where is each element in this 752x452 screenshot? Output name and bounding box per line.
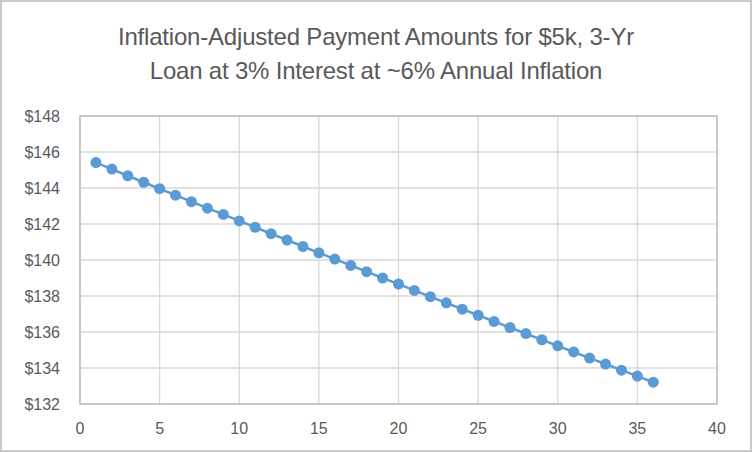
data-point-marker bbox=[489, 316, 500, 327]
data-point-marker bbox=[632, 371, 643, 382]
data-point-marker bbox=[552, 340, 563, 351]
data-point-marker bbox=[154, 183, 165, 194]
data-point-marker bbox=[250, 222, 261, 233]
x-axis-tick-label: 15 bbox=[310, 420, 328, 437]
data-point-marker bbox=[584, 353, 595, 364]
y-axis-tick-label: $144 bbox=[24, 180, 60, 197]
x-axis-tick-label: 20 bbox=[390, 420, 408, 437]
x-axis-tick-label: 30 bbox=[549, 420, 567, 437]
data-point-marker bbox=[186, 196, 197, 207]
x-axis-tick-label: 5 bbox=[155, 420, 164, 437]
y-axis-tick-label: $132 bbox=[24, 396, 60, 413]
data-point-marker bbox=[441, 297, 452, 308]
data-point-marker bbox=[409, 285, 420, 296]
data-point-marker bbox=[504, 322, 515, 333]
data-point-marker bbox=[138, 177, 149, 188]
x-axis-tick-label: 0 bbox=[76, 420, 85, 437]
data-point-marker bbox=[536, 334, 547, 345]
data-point-marker bbox=[106, 164, 117, 175]
data-point-marker bbox=[425, 291, 436, 302]
y-axis-tick-label: $134 bbox=[24, 360, 60, 377]
data-point-marker bbox=[520, 328, 531, 339]
data-point-marker bbox=[568, 346, 579, 357]
data-point-marker bbox=[616, 365, 627, 376]
data-point-marker bbox=[329, 254, 340, 265]
data-point-marker bbox=[297, 241, 308, 252]
data-point-marker bbox=[313, 247, 324, 258]
data-point-marker bbox=[218, 209, 229, 220]
data-point-marker bbox=[345, 260, 356, 271]
data-point-marker bbox=[457, 304, 468, 315]
data-point-marker bbox=[361, 266, 372, 277]
data-point-marker bbox=[234, 215, 245, 226]
data-point-marker bbox=[377, 273, 388, 284]
y-axis-tick-label: $138 bbox=[24, 288, 60, 305]
data-point-marker bbox=[648, 377, 659, 388]
chart-frame: Inflation-Adjusted Payment Amounts for $… bbox=[0, 0, 752, 452]
y-axis-tick-label: $136 bbox=[24, 324, 60, 341]
x-axis-tick-label: 35 bbox=[628, 420, 646, 437]
data-point-marker bbox=[90, 157, 101, 168]
x-axis-tick-label: 10 bbox=[230, 420, 248, 437]
data-point-marker bbox=[393, 279, 404, 290]
y-axis-tick-label: $146 bbox=[24, 144, 60, 161]
y-axis-tick-label: $148 bbox=[24, 108, 60, 125]
data-point-marker bbox=[202, 203, 213, 214]
chart-svg: $132 $134 $136 $138 $140 $142 $144 $146 $148 0 5 10… bbox=[2, 2, 752, 452]
y-axis-tick-label: $140 bbox=[24, 252, 60, 269]
y-axis-tick-label: $142 bbox=[24, 216, 60, 233]
x-axis-tick-label: 25 bbox=[469, 420, 487, 437]
data-point-marker bbox=[600, 359, 611, 370]
data-point-marker bbox=[282, 235, 293, 246]
data-point-marker bbox=[473, 310, 484, 321]
data-point-marker bbox=[122, 170, 133, 181]
data-point-marker bbox=[266, 228, 277, 239]
data-point-marker bbox=[170, 190, 181, 201]
x-axis-tick-label: 40 bbox=[708, 420, 726, 437]
